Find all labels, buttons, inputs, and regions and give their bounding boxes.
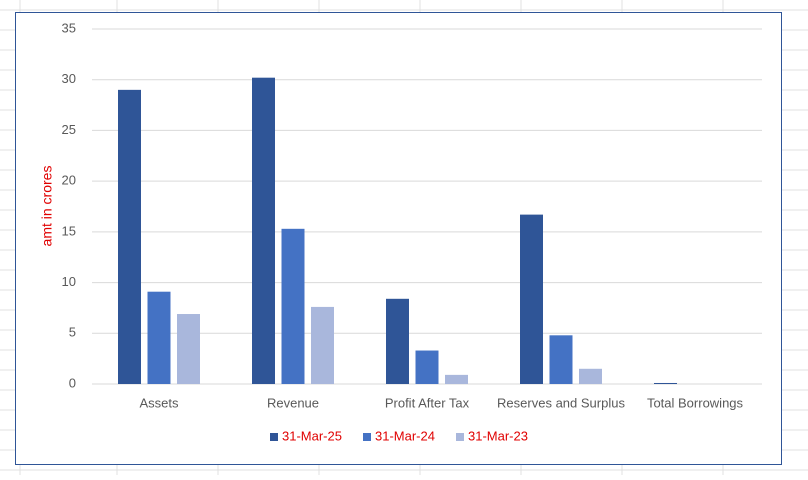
legend-label: 31-Mar-25 <box>282 428 342 443</box>
bar <box>281 228 305 384</box>
chart: 0 5 10 15 20 25 30 35 Assets Revenue Profit After … <box>62 20 762 443</box>
y-tick-label: 30 <box>62 71 76 86</box>
legend-label: 31-Mar-23 <box>468 428 528 443</box>
bar <box>445 374 468 384</box>
y-tick-label: 20 <box>62 173 76 188</box>
bar <box>252 77 275 384</box>
x-tick-label: Revenue <box>267 395 319 410</box>
x-tick-label: Profit After Tax <box>385 395 470 410</box>
bar <box>177 314 200 384</box>
legend-label: 31-Mar-24 <box>375 428 435 443</box>
y-tick-label: 5 <box>69 325 76 340</box>
bar <box>118 89 141 384</box>
chart-area <box>15 12 782 465</box>
y-axis-label: amt in crores <box>39 166 55 247</box>
bar <box>520 214 543 384</box>
bar <box>654 382 677 384</box>
y-tick-label: 25 <box>62 122 76 137</box>
bar <box>311 306 334 384</box>
x-tick-label: Total Borrowings <box>647 395 744 410</box>
bar <box>415 350 439 384</box>
bar <box>147 291 171 384</box>
x-tick-label: Reserves and Surplus <box>497 395 625 410</box>
legend-swatch <box>456 433 464 441</box>
y-tick-label: 10 <box>62 274 76 289</box>
bar <box>549 335 573 384</box>
y-tick-label: 15 <box>62 223 76 238</box>
bar <box>386 298 409 384</box>
y-tick-label: 0 <box>69 375 76 390</box>
legend-swatch <box>270 433 278 441</box>
bar <box>579 368 602 384</box>
x-tick-label: Assets <box>139 395 179 410</box>
legend-swatch <box>363 433 371 441</box>
y-tick-label: 35 <box>62 20 76 35</box>
